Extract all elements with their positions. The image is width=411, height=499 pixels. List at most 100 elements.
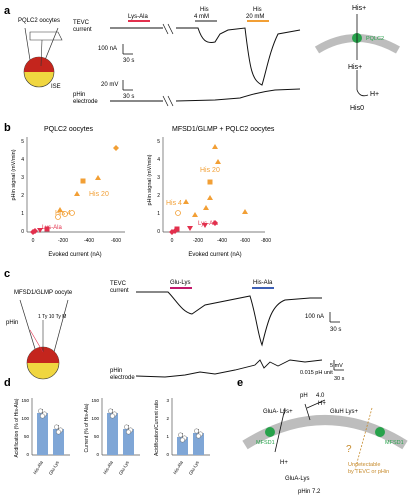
oocyte-schematic-c — [19, 299, 69, 380]
b-right-ytick: 1 — [157, 211, 160, 217]
tevc-label-a-2: current — [73, 27, 92, 33]
bar-label-lys-ala-a: Lys-Ala — [128, 14, 148, 20]
plot-b-right-title: MFSD1/GLMP + PQLC2 oocytes — [172, 126, 275, 133]
scatter-point — [174, 226, 180, 232]
d-bar — [123, 429, 134, 455]
ph-trace-c — [135, 359, 323, 378]
scatter-point — [32, 228, 38, 234]
b-right-series-lysala: Lys-Ala — [198, 221, 218, 227]
plot-b-left-title: PQLC2 oocytes — [44, 126, 94, 133]
b-left-series-his20: His 20 — [89, 191, 109, 198]
e-ph-label: pH — [300, 393, 308, 399]
e-note-1: Undetectable — [348, 462, 380, 468]
scale-time2-a: 30 s — [123, 94, 134, 100]
b-left-ytick: 2 — [21, 193, 24, 199]
cell-annot-c: 1 Ty 10 Ty M — [38, 314, 66, 320]
scale-ph-c: 0.015 pH unit — [300, 370, 333, 376]
transport-schematic-e — [242, 399, 408, 471]
panel-c-cell-label: MFSD1/GLMP oocyte — [14, 290, 73, 296]
b-left-xtick: -200 — [58, 238, 68, 244]
b-right-series-his20: His 20 — [200, 167, 220, 174]
scale-time-a: 30 s — [123, 58, 134, 64]
schematic-his-bot: His0 — [350, 105, 364, 112]
scatter-point — [113, 145, 119, 151]
b-left-series-lysala: Lys-Ala — [42, 225, 62, 231]
schematic-his-top: His+ — [352, 5, 366, 12]
e-ph-value: 4.0 — [316, 393, 325, 399]
ph-trace-a — [110, 88, 301, 102]
scatter-point — [175, 210, 181, 216]
b-right-ytick: 5 — [157, 139, 160, 145]
b-left-xlabel: Evoked current (nA) — [48, 252, 101, 258]
panel-a-label: a — [4, 5, 11, 17]
e-glu-right: GluH Lys+ — [330, 409, 358, 415]
d-ylabel: Acidification/Current ratio — [154, 400, 160, 456]
tevc-label-a-1: TEVC — [73, 20, 90, 26]
scatter-point — [57, 207, 63, 212]
e-glu-left: GluA- Lys+ — [263, 409, 293, 415]
scatter-point — [44, 226, 50, 232]
e-proton-bot: H+ — [280, 460, 288, 466]
d-point — [56, 429, 61, 435]
d-category: His-Ala — [172, 460, 184, 475]
ph-label-c-2: electrode — [110, 375, 135, 381]
b-left-ytick: 0 — [21, 229, 24, 235]
scatter-point — [187, 226, 193, 231]
bar-label-his20: His — [253, 7, 262, 13]
e-mfsd1-left: MFSD1 — [256, 440, 275, 446]
b-left-yticks: 0 1 2 3 4 5 — [21, 139, 24, 235]
scatter-point — [212, 220, 218, 226]
bar-sub-his4: 4 mM — [194, 14, 209, 20]
b-left-series-his4: His 4 — [55, 210, 71, 217]
b-right-yticks: 0 1 2 3 4 5 — [157, 139, 160, 235]
b-left-points — [30, 145, 119, 235]
d-point — [110, 413, 115, 419]
d-ytick: 0 — [166, 452, 169, 457]
schematic-his-mid: His+ — [348, 64, 362, 71]
d-ytick: 50 — [94, 434, 100, 439]
d-point — [108, 408, 113, 414]
d-bar — [53, 429, 64, 455]
e-glu-bottom: GluA-Lys — [285, 476, 309, 482]
e-note-2: by TEVC or pHin — [348, 469, 389, 475]
current-trace-a — [110, 27, 301, 86]
b-right-series-his4: His 4 — [166, 200, 182, 207]
ph-label-a-2: electrode — [73, 99, 98, 105]
b-right-ytick: 0 — [157, 229, 160, 235]
b-right-ytick: 4 — [157, 157, 160, 163]
b-right-ytick: 3 — [157, 175, 160, 181]
panel-d-label: d — [4, 377, 11, 389]
d-ytick: 2 — [166, 416, 169, 421]
d-point — [124, 424, 129, 430]
b-left-xtick: 0 — [32, 238, 35, 244]
d-point — [180, 437, 185, 443]
scale-current-a: 100 nA — [98, 46, 117, 52]
b-left-ytick: 5 — [21, 139, 24, 145]
bar-label-his-ala: His-Ala — [253, 280, 273, 286]
scatter-point — [212, 144, 218, 149]
scatter-point — [242, 209, 248, 214]
scatter-point — [202, 223, 208, 228]
b-right-xtick: 0 — [171, 238, 174, 244]
ph-label-c-1: pHin — [110, 368, 122, 374]
b-left-xtick: -600 — [111, 238, 121, 244]
e-question: ? — [346, 444, 352, 455]
b-right-ylabel: pHin signal (mV/min) — [147, 154, 153, 205]
e-mfsd1-right: MFSD1 — [385, 440, 404, 446]
ph-label-c-cell: pHin — [6, 320, 18, 326]
scatter-point — [37, 228, 43, 233]
scatter-point — [183, 199, 189, 204]
d-point — [38, 408, 43, 414]
d-ylabel: Acidification (% of His-Ala) — [14, 398, 20, 457]
b-right-xtick: -400 — [217, 238, 227, 244]
transport-schematic-a — [314, 14, 400, 97]
scatter-point — [207, 179, 213, 185]
scale-time-c: 30 s — [330, 327, 341, 333]
scatter-point — [215, 159, 221, 164]
schematic-protein: PQLC2 — [366, 36, 384, 42]
scatter-point — [95, 175, 101, 180]
d-plots: Acidification (% of His-Ala) 050100150His… — [14, 398, 210, 476]
scatter-point — [80, 178, 86, 184]
d-bar — [193, 433, 204, 455]
